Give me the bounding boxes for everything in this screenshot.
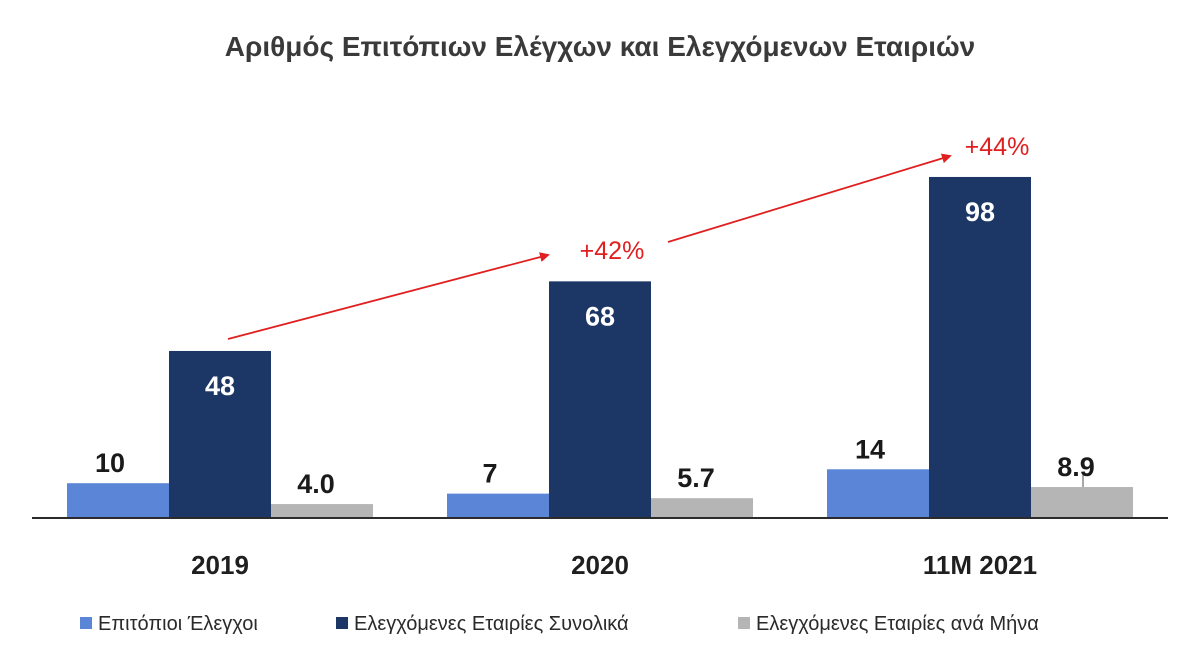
data-label: 14	[855, 434, 885, 464]
bar-series-3-2020	[651, 498, 753, 518]
x-tick-label: 2019	[191, 550, 249, 580]
legend-swatch	[80, 617, 92, 629]
data-label: 7	[482, 459, 497, 489]
legend: Επιτόπιοι Έλεγχοι Ελεγχόμενες Εταιρίες Συ…	[80, 613, 1039, 635]
legend-label: Επιτόπιοι Έλεγχοι	[98, 613, 258, 635]
bar-series-1-2019	[67, 483, 169, 518]
bar-series-1-2020	[447, 493, 549, 518]
bars-layer	[67, 176, 1133, 518]
bar-series-2-11m-2021	[929, 176, 1031, 518]
legend-swatch	[336, 617, 348, 629]
x-tick-label: 11M 2021	[923, 550, 1037, 580]
legend-swatch	[738, 617, 750, 629]
data-label: 68	[585, 301, 615, 331]
data-label: 10	[95, 448, 125, 478]
bar-series-2-2019	[169, 350, 271, 518]
bar-series-1-11m-2021	[827, 469, 929, 518]
x-tick-label: 2020	[571, 550, 629, 580]
data-label: 4.0	[297, 469, 335, 499]
annotations-layer: +42% +44%	[227, 133, 1030, 340]
growth-label: +42%	[580, 237, 645, 265]
data-label: 98	[965, 197, 995, 227]
bar-series-3-11m-2021	[1031, 487, 1133, 518]
legend-label: Ελεγχόμενες Εταιρίες Συνολικά	[354, 613, 629, 635]
data-label: 5.7	[677, 463, 715, 493]
data-label: 8.9	[1057, 452, 1095, 482]
data-label: 48	[205, 371, 235, 401]
bar-series-2-2020	[549, 281, 651, 518]
labels-layer: 10 48 4.0 2019 7 68 5.7 2020 14 98 8.9 11M 2021	[95, 197, 1095, 580]
growth-arrow	[667, 153, 952, 243]
growth-label: +44%	[965, 133, 1030, 161]
bar-series-3-2019	[271, 504, 373, 518]
legend-label: Ελεγχόμενες Εταιρίες ανά Μήνα	[756, 613, 1039, 635]
chart-title: Αριθμός Επιτόπιων Ελέγχων και Ελεγχόμενω…	[225, 31, 975, 62]
growth-arrow	[227, 252, 550, 340]
